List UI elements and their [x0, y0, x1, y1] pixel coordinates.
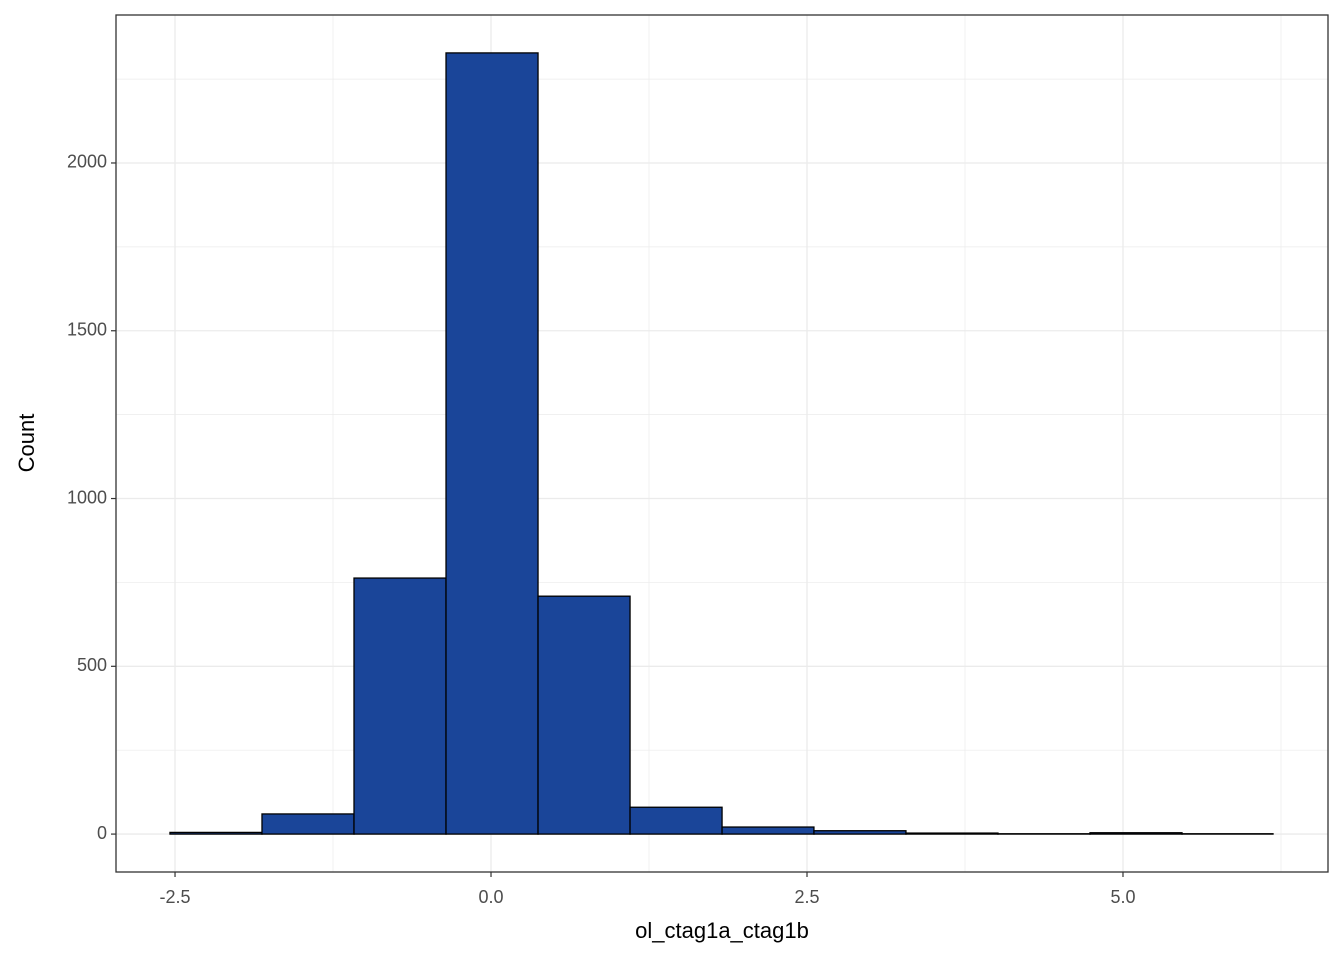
- bar: [813, 830, 907, 835]
- y-tick-label: 1500: [67, 320, 107, 340]
- y-tick-label: 2000: [67, 152, 107, 172]
- x-tick-label: -2.5: [160, 887, 191, 907]
- x-tick-label: 5.0: [1110, 887, 1135, 907]
- y-tick-label: 0: [97, 823, 107, 843]
- y-axis-title: Count: [14, 414, 39, 473]
- bar: [353, 577, 447, 835]
- bar: [905, 832, 999, 835]
- y-tick-label: 1000: [67, 487, 107, 507]
- panel-border: [115, 14, 1329, 873]
- bar: [721, 826, 815, 835]
- bar: [169, 831, 263, 835]
- y-tick-label: 500: [77, 655, 107, 675]
- bar: [1089, 832, 1183, 835]
- x-axis-title: ol_ctag1a_ctag1b: [635, 918, 809, 943]
- bar: [537, 595, 631, 835]
- x-tick-label: 0.0: [478, 887, 503, 907]
- bar: [629, 806, 723, 835]
- bar: [445, 52, 539, 835]
- bar: [261, 813, 355, 835]
- x-tick-label: 2.5: [794, 887, 819, 907]
